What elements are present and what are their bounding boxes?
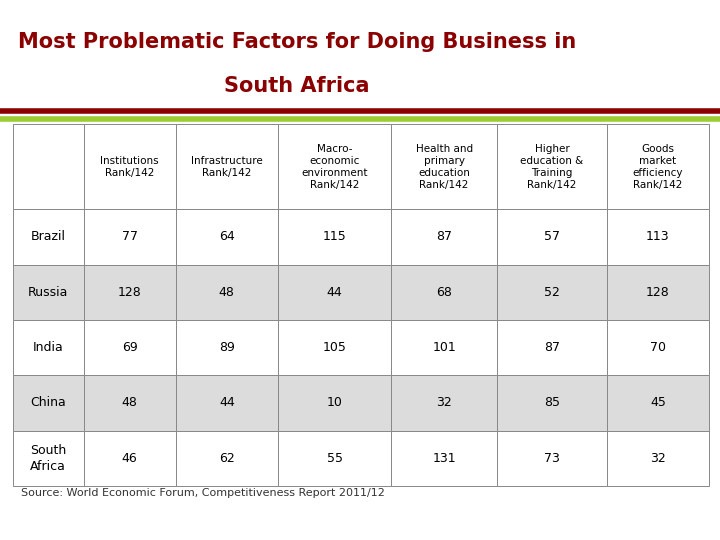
- Text: Source: World Economic Forum, Competitiveness Report 2011/12: Source: World Economic Forum, Competitiv…: [22, 488, 385, 498]
- Bar: [391, 209, 497, 265]
- Bar: [607, 430, 709, 486]
- Text: 85: 85: [544, 396, 560, 409]
- Bar: [84, 265, 176, 320]
- Text: Goods
market
efficiency
Rank/142: Goods market efficiency Rank/142: [633, 144, 683, 190]
- Bar: [13, 124, 84, 209]
- Bar: [84, 209, 176, 265]
- Text: India: India: [33, 341, 63, 354]
- Text: 44: 44: [327, 286, 343, 299]
- Bar: [13, 209, 84, 265]
- Text: South Africa: South Africa: [225, 76, 370, 97]
- Bar: [13, 320, 84, 375]
- Text: 87: 87: [436, 231, 452, 244]
- Text: 52: 52: [544, 286, 560, 299]
- Text: 113: 113: [646, 231, 670, 244]
- Bar: [497, 430, 607, 486]
- Text: 55: 55: [327, 452, 343, 465]
- Text: Higher
education &
Training
Rank/142: Higher education & Training Rank/142: [521, 144, 583, 190]
- Bar: [278, 209, 391, 265]
- Bar: [278, 430, 391, 486]
- Text: Institutions
Rank/142: Institutions Rank/142: [100, 156, 159, 178]
- Bar: [176, 124, 278, 209]
- Text: South
Africa: South Africa: [30, 444, 66, 472]
- Text: Brazil: Brazil: [31, 231, 66, 244]
- Bar: [607, 209, 709, 265]
- Text: 57: 57: [544, 231, 560, 244]
- Bar: [13, 430, 84, 486]
- Bar: [497, 375, 607, 430]
- Text: 73: 73: [544, 452, 560, 465]
- Text: 115: 115: [323, 231, 346, 244]
- Bar: [13, 265, 84, 320]
- Bar: [278, 265, 391, 320]
- Bar: [13, 375, 84, 430]
- Bar: [391, 320, 497, 375]
- Bar: [84, 375, 176, 430]
- Bar: [497, 265, 607, 320]
- Text: 10: 10: [327, 396, 343, 409]
- Bar: [176, 430, 278, 486]
- Text: 105: 105: [323, 341, 346, 354]
- Text: 131: 131: [432, 452, 456, 465]
- Text: 48: 48: [122, 396, 138, 409]
- Text: 45: 45: [650, 396, 666, 409]
- Bar: [391, 124, 497, 209]
- Text: China: China: [30, 396, 66, 409]
- Bar: [497, 124, 607, 209]
- Bar: [278, 320, 391, 375]
- Text: 89: 89: [219, 341, 235, 354]
- Text: 69: 69: [122, 341, 138, 354]
- Bar: [84, 320, 176, 375]
- Text: 68: 68: [436, 286, 452, 299]
- Bar: [176, 375, 278, 430]
- Text: 87: 87: [544, 341, 560, 354]
- Text: Infrastructure
Rank/142: Infrastructure Rank/142: [191, 156, 263, 178]
- Text: 46: 46: [122, 452, 138, 465]
- Text: 32: 32: [650, 452, 666, 465]
- Bar: [391, 265, 497, 320]
- Text: 128: 128: [117, 286, 141, 299]
- Text: 32: 32: [436, 396, 452, 409]
- Text: 70: 70: [650, 341, 666, 354]
- Bar: [607, 265, 709, 320]
- Text: Health and
primary
education
Rank/142: Health and primary education Rank/142: [415, 144, 473, 190]
- Bar: [176, 265, 278, 320]
- Text: Slide # 39: Slide # 39: [328, 516, 392, 529]
- Text: Most Problematic Factors for Doing Business in: Most Problematic Factors for Doing Busin…: [18, 32, 576, 52]
- Text: 128: 128: [646, 286, 670, 299]
- Bar: [497, 320, 607, 375]
- Bar: [84, 124, 176, 209]
- Bar: [607, 375, 709, 430]
- Text: 44: 44: [219, 396, 235, 409]
- Bar: [176, 209, 278, 265]
- Text: 64: 64: [219, 231, 235, 244]
- Text: Macro-
economic
environment
Rank/142: Macro- economic environment Rank/142: [302, 144, 368, 190]
- Bar: [278, 375, 391, 430]
- Text: 62: 62: [219, 452, 235, 465]
- Text: 48: 48: [219, 286, 235, 299]
- Bar: [84, 430, 176, 486]
- Bar: [607, 320, 709, 375]
- Text: Russia: Russia: [28, 286, 68, 299]
- Bar: [607, 124, 709, 209]
- Bar: [391, 430, 497, 486]
- Bar: [278, 124, 391, 209]
- Text: 101: 101: [432, 341, 456, 354]
- Bar: [497, 209, 607, 265]
- Text: 77: 77: [122, 231, 138, 244]
- Bar: [176, 320, 278, 375]
- Bar: [391, 375, 497, 430]
